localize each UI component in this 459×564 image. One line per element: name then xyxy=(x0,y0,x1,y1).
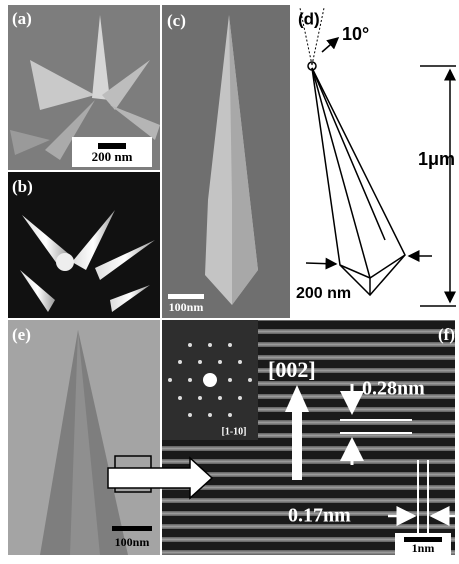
scale-bar-label: 1nm xyxy=(412,541,435,555)
spacing-label: 0.28nm xyxy=(362,378,425,400)
spacing-label: 0.17nm xyxy=(288,505,351,527)
length-label: 1μm xyxy=(418,149,455,169)
panel-label: (e) xyxy=(12,325,31,344)
panel-f: [1-10] (f) [002] 0.28nm 0.17nm 1nm xyxy=(162,320,456,555)
panel-label: (c) xyxy=(167,11,186,30)
scale-bar-label: 100nm xyxy=(169,300,204,314)
panel-d: 10° 1μm 200 nm (d) xyxy=(292,5,456,318)
panel-label: (b) xyxy=(12,177,33,196)
direction-label: [002] xyxy=(268,357,316,382)
scale-bar-label: 100nm xyxy=(115,535,150,549)
scale-bar-label: 200 nm xyxy=(92,149,133,164)
angle-label: 10° xyxy=(342,24,369,44)
panel-c: (c) 100nm xyxy=(162,5,290,318)
panel-e: (e) 100nm xyxy=(8,320,160,555)
figure: (a) 200 nm (b) (c) 100nm 10° 1μm 200 nm … xyxy=(0,0,459,564)
width-label: 200 nm xyxy=(296,285,351,302)
panel-label: (a) xyxy=(12,9,32,28)
panel-label: (f) xyxy=(438,325,455,344)
panel-label: (d) xyxy=(298,9,320,28)
panel-a: (a) 200 nm xyxy=(8,5,160,170)
panel-b: (b) xyxy=(8,172,160,318)
inset-label: [1-10] xyxy=(222,426,247,437)
